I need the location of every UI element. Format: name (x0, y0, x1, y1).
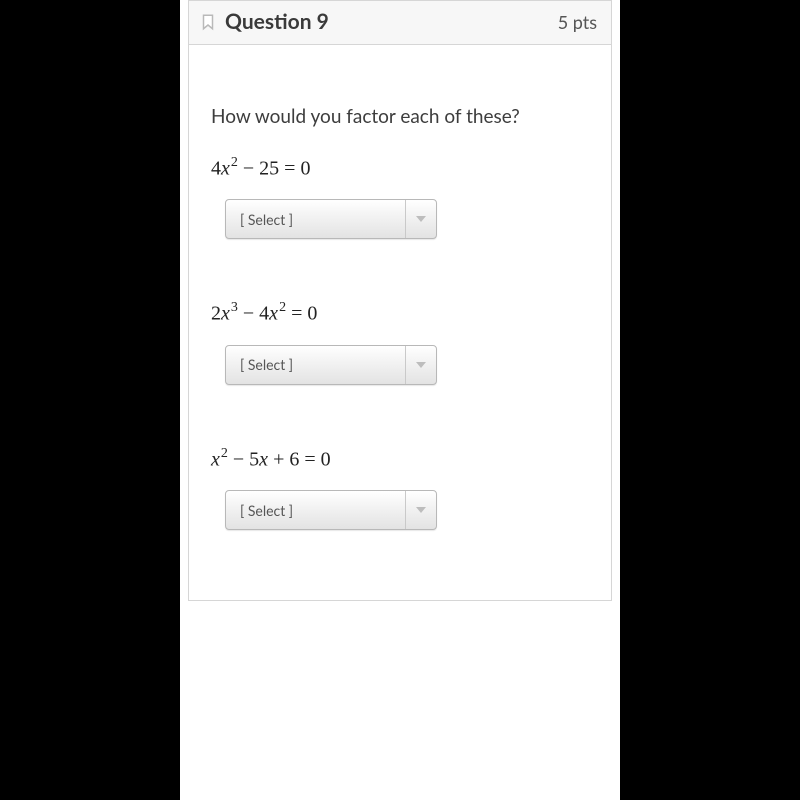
question-prompt: How would you factor each of these? (211, 105, 589, 128)
eq1-c1: 25 (259, 157, 279, 179)
chevron-down-icon (406, 200, 436, 238)
eq1-pow1: 2 (231, 155, 238, 170)
answer-select-1-label: [ Select ] (226, 200, 406, 238)
answer-select-2[interactable]: [ Select ] (225, 345, 437, 385)
eq2-coef1: 2 (211, 303, 221, 325)
eq1-eq: = 0 (279, 157, 310, 179)
eq3-c2: 6 (289, 448, 299, 470)
eq3-pow1: 2 (221, 446, 228, 461)
eq1-coef1: 4 (211, 157, 221, 179)
dropdown-wrap-3: [ Select ] (211, 490, 589, 530)
eq3-op2: + (268, 448, 289, 470)
eq2-coef2: 4 (259, 303, 269, 325)
bookmark-icon (199, 13, 217, 31)
eq2-eq: = 0 (286, 303, 317, 325)
eq1-op1: − (238, 157, 259, 179)
eq3-eq: = 0 (299, 448, 330, 470)
eq2-var1: x (221, 303, 230, 325)
eq2-var2: x (269, 303, 278, 325)
eq2-op1: − (238, 303, 259, 325)
question-card: Question 9 5 pts How would you factor ea… (188, 0, 612, 601)
answer-select-1[interactable]: [ Select ] (225, 199, 437, 239)
answer-select-3[interactable]: [ Select ] (225, 490, 437, 530)
eq3-op1: − (228, 448, 249, 470)
eq2-pow2: 2 (279, 300, 286, 315)
eq3-var1: x (211, 448, 220, 470)
answer-select-2-label: [ Select ] (226, 346, 406, 384)
eq3-var2: x (259, 448, 268, 470)
question-title: Question 9 (225, 9, 558, 34)
equation-3: x2 − 5x + 6 = 0 (211, 445, 589, 472)
eq1-var1: x (221, 157, 230, 179)
dropdown-wrap-1: [ Select ] (211, 199, 589, 239)
eq3-coef2: 5 (249, 448, 259, 470)
question-points: 5 pts (558, 11, 597, 33)
chevron-down-icon (406, 491, 436, 529)
answer-select-3-label: [ Select ] (226, 491, 406, 529)
dropdown-wrap-2: [ Select ] (211, 345, 589, 385)
question-body: How would you factor each of these? 4x2 … (189, 45, 611, 600)
question-header: Question 9 5 pts (189, 1, 611, 45)
page-container: Question 9 5 pts How would you factor ea… (180, 0, 620, 800)
equation-2: 2x3 − 4x2 = 0 (211, 299, 589, 326)
equation-1: 4x2 − 25 = 0 (211, 154, 589, 181)
chevron-down-icon (406, 346, 436, 384)
eq2-pow1: 3 (231, 300, 238, 315)
